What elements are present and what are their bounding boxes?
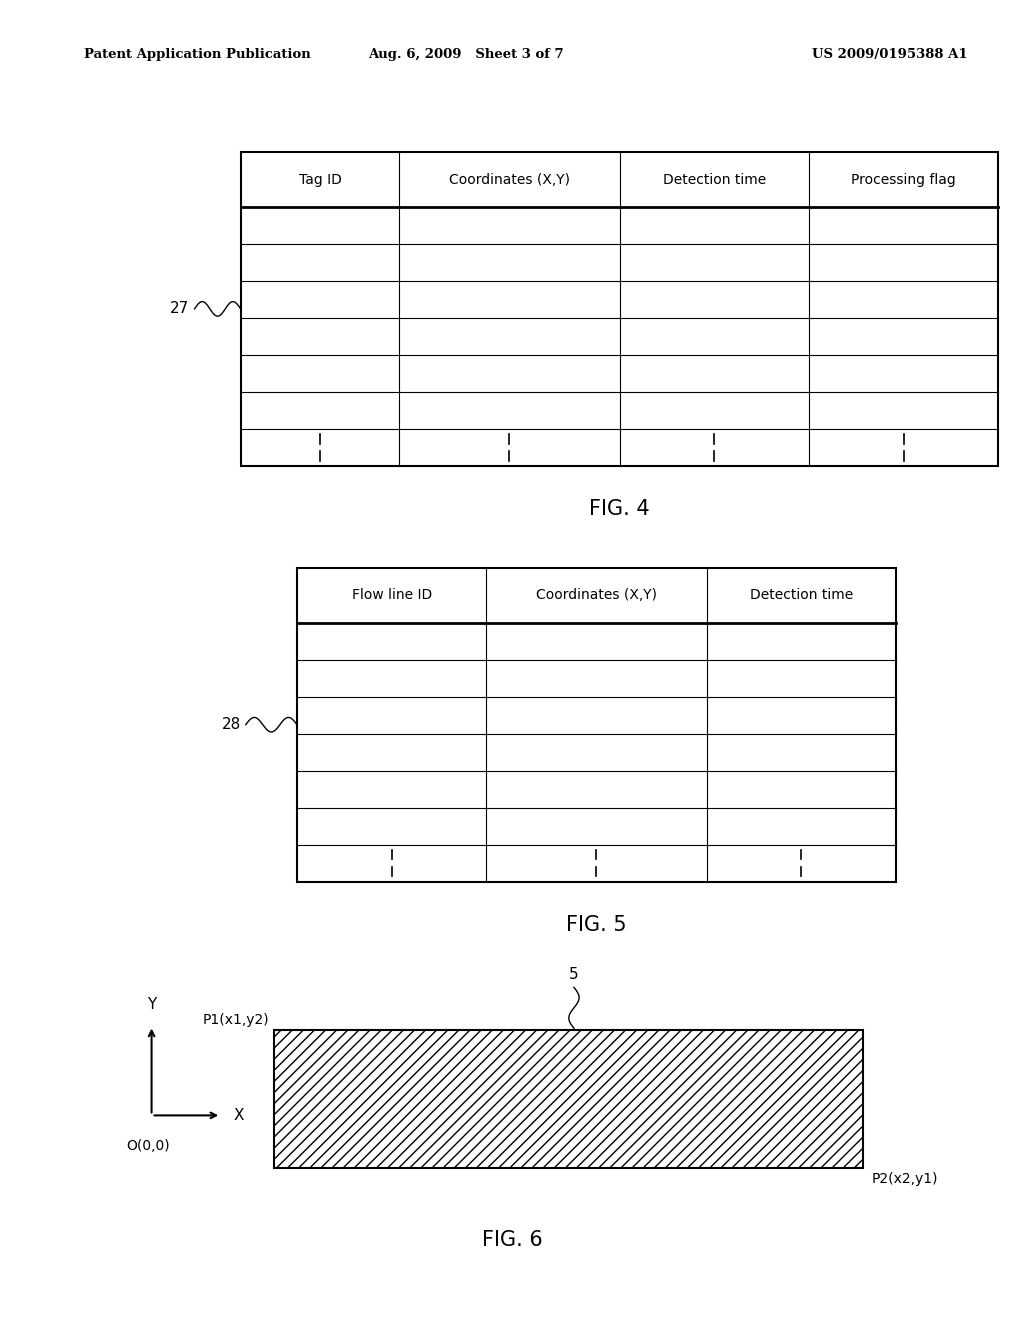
Bar: [241, 152, 998, 466]
Text: Aug. 6, 2009   Sheet 3 of 7: Aug. 6, 2009 Sheet 3 of 7: [368, 48, 564, 61]
Text: 28: 28: [221, 717, 241, 733]
Bar: [274, 1030, 863, 1168]
Text: FIG. 4: FIG. 4: [589, 499, 650, 519]
Text: X: X: [233, 1107, 244, 1123]
Text: P1(x1,y2): P1(x1,y2): [203, 1012, 269, 1027]
Text: Y: Y: [146, 998, 157, 1012]
Text: 5: 5: [569, 968, 579, 982]
Text: Flow line ID: Flow line ID: [351, 589, 432, 602]
Text: Patent Application Publication: Patent Application Publication: [84, 48, 310, 61]
Text: O(0,0): O(0,0): [127, 1139, 170, 1154]
Text: Coordinates (X,Y): Coordinates (X,Y): [536, 589, 657, 602]
Text: 27: 27: [170, 301, 189, 317]
Text: P2(x2,y1): P2(x2,y1): [871, 1172, 938, 1187]
Text: Processing flag: Processing flag: [851, 173, 956, 186]
Text: FIG. 5: FIG. 5: [566, 915, 627, 935]
Text: US 2009/0195388 A1: US 2009/0195388 A1: [812, 48, 968, 61]
Text: FIG. 6: FIG. 6: [481, 1230, 543, 1250]
Text: Detection time: Detection time: [750, 589, 853, 602]
Bar: [297, 568, 896, 882]
Text: Tag ID: Tag ID: [299, 173, 341, 186]
Text: Coordinates (X,Y): Coordinates (X,Y): [449, 173, 570, 186]
Text: Detection time: Detection time: [663, 173, 766, 186]
